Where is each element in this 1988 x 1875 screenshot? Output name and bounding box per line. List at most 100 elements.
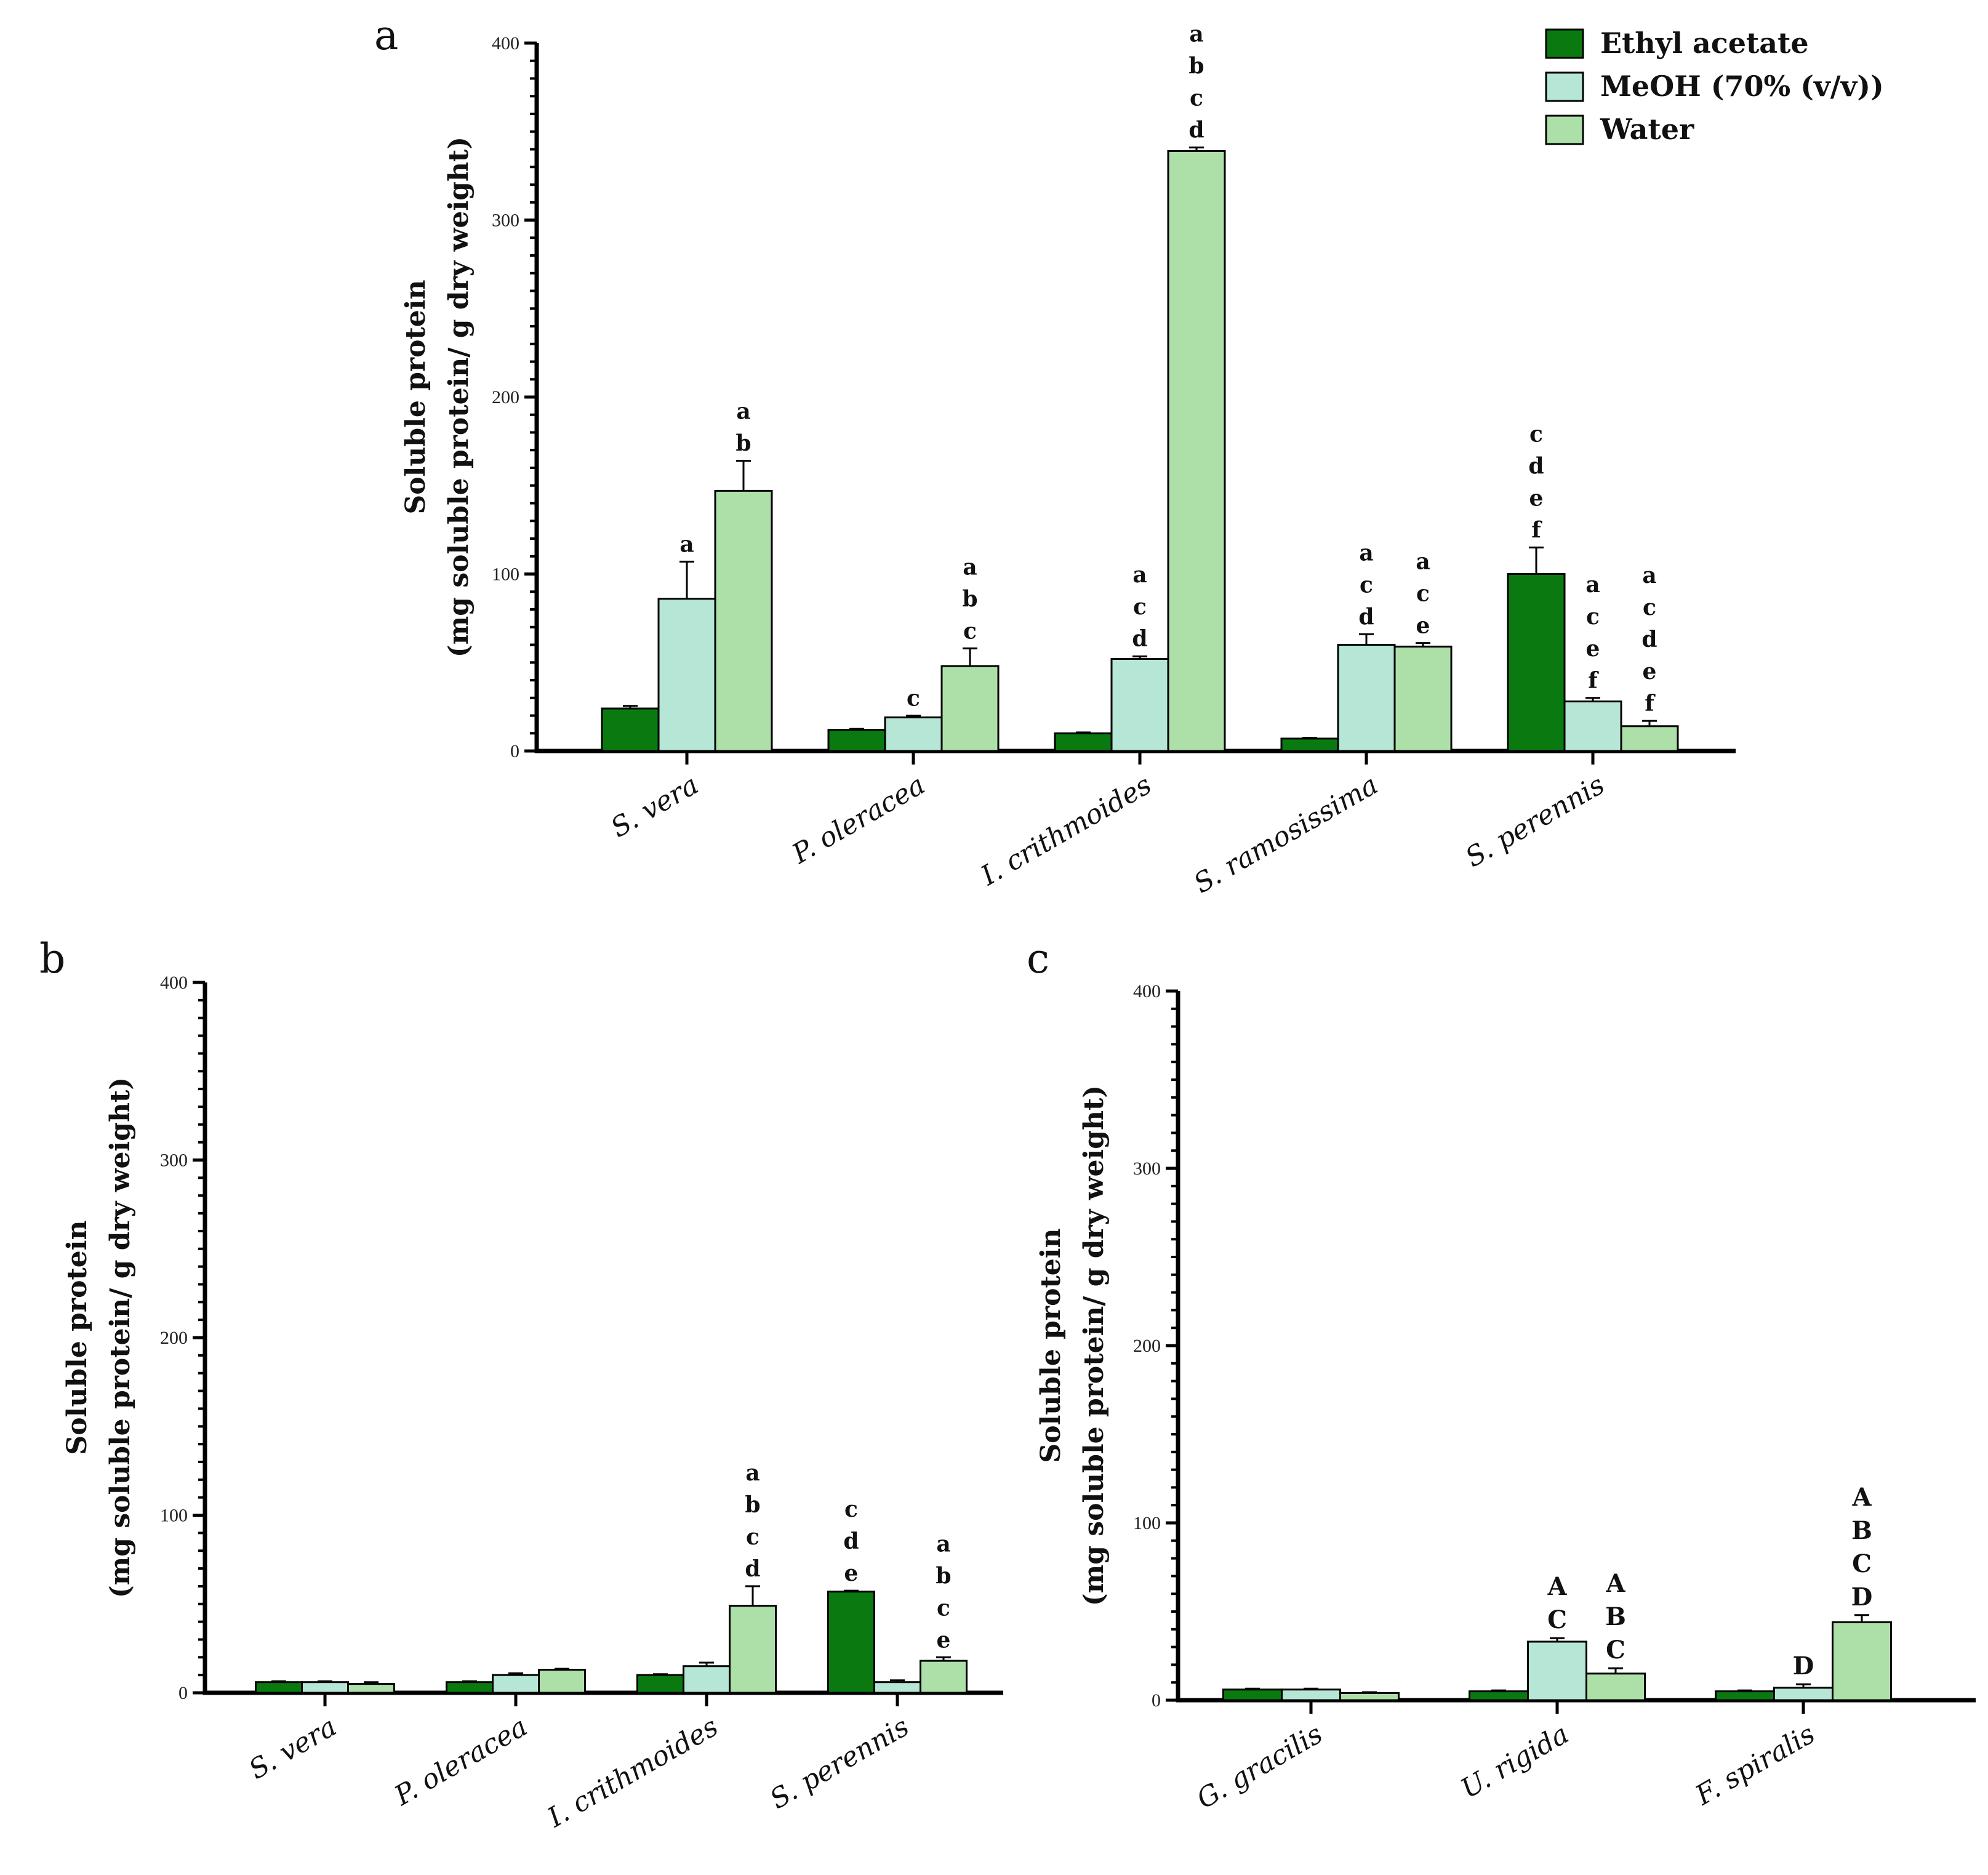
- bar: [255, 1681, 303, 1694]
- significance-letter: D: [1851, 1583, 1873, 1612]
- x-category-label: U. rigida: [1456, 1718, 1574, 1805]
- significance-letter: c: [1643, 595, 1656, 620]
- significance-letter: a: [736, 399, 750, 425]
- bar: [884, 716, 943, 752]
- bar: [1563, 701, 1622, 752]
- bar: [729, 1605, 777, 1694]
- significance-letter: b: [745, 1492, 760, 1518]
- significance-letter: c: [907, 686, 920, 712]
- significance-letter: f: [1588, 668, 1599, 694]
- x-category-label: S. perennis: [1460, 769, 1609, 873]
- significance-letter: b: [735, 431, 751, 457]
- chart-panel-c: c 0 100 200 300 400 Soluble protein (mg soluble…: [1027, 935, 1976, 1815]
- chart-panel-b: b 0 100 200 300 400 Soluble protein (mg soluble…: [39, 935, 1003, 1834]
- panel-letter: c: [1027, 935, 1049, 982]
- significance-letter: c: [1529, 421, 1543, 447]
- x-category-label: S. vera: [244, 1711, 342, 1786]
- category-group: S. vera: [244, 1680, 395, 1786]
- significance-letter: B: [1851, 1516, 1872, 1545]
- significance-letter: A: [1851, 1483, 1872, 1512]
- significance-letter: C: [1547, 1605, 1567, 1634]
- legend-swatch: [1545, 71, 1584, 102]
- significance-letter: e: [1643, 659, 1657, 685]
- significance-letter: a: [1416, 549, 1430, 575]
- x-category-label: P. oleracea: [389, 1711, 533, 1812]
- significance-letter: A: [1605, 1569, 1625, 1598]
- significance-letter: A: [1547, 1572, 1567, 1601]
- legend-label: MeOH (70% (v/v)): [1600, 70, 1884, 103]
- bar: [1832, 1621, 1892, 1701]
- bar: [1110, 658, 1169, 752]
- significance-letter: e: [1416, 613, 1430, 639]
- bar: [1339, 1692, 1400, 1701]
- bar: [683, 1665, 731, 1694]
- x-category-label: S. ramosissima: [1188, 769, 1383, 899]
- significance-letter: b: [1188, 54, 1204, 79]
- significance-letter: d: [1641, 627, 1657, 652]
- significance-letter: d: [843, 1528, 859, 1554]
- significance-letter: a: [1359, 540, 1373, 566]
- significance-letter: d: [745, 1556, 760, 1582]
- significance-letter: f: [1645, 691, 1656, 717]
- y-tick-label: 100: [1133, 1513, 1161, 1533]
- category-group: G. gracilis: [1192, 1687, 1400, 1815]
- significance-letter: e: [844, 1560, 859, 1586]
- bar: [1585, 1672, 1646, 1701]
- bar: [657, 598, 716, 752]
- y-tick-label: 200: [492, 387, 519, 408]
- significance-letter: e: [1529, 485, 1544, 511]
- significance-letter: c: [963, 618, 977, 644]
- significance-letter: c: [1190, 86, 1203, 111]
- category-group: P. oleracea: [389, 1668, 586, 1812]
- y-axis-label-line: (mg soluble protein/ g dry weight): [1078, 1085, 1110, 1606]
- bar: [538, 1668, 586, 1694]
- y-tick-label: 300: [492, 211, 519, 231]
- x-category-label: I. crithmoides: [975, 769, 1156, 892]
- bar: [636, 1674, 684, 1694]
- bar: [1054, 732, 1113, 752]
- significance-letter: a: [745, 1460, 760, 1486]
- y-axis-label: Soluble protein (mg soluble protein/ g dr…: [62, 1077, 136, 1598]
- x-category-label: I. crithmoides: [542, 1711, 723, 1834]
- chart-panel-a: a 0 100 200 300 400 Soluble protein (mg soluble…: [374, 12, 1736, 899]
- significance-letter: a: [963, 554, 977, 580]
- significance-letter: C: [1606, 1636, 1625, 1664]
- bar: [601, 707, 660, 752]
- y-tick-label: 300: [1133, 1158, 1161, 1179]
- bar: [1281, 1688, 1341, 1701]
- y-tick-label: 0: [1152, 1690, 1161, 1711]
- significance-letter: c: [844, 1496, 858, 1522]
- x-category-label: S. perennis: [764, 1711, 914, 1815]
- bar: [1507, 573, 1566, 752]
- y-axis-label-line: (mg soluble protein/ g dry weight): [443, 137, 475, 657]
- significance-letter: a: [1132, 562, 1147, 588]
- bar: [873, 1681, 921, 1694]
- legend-swatch: [1545, 114, 1584, 145]
- legend-swatch: [1545, 28, 1584, 59]
- y-axis-label-line: (mg soluble protein/ g dry weight): [105, 1077, 136, 1598]
- bar: [1469, 1690, 1529, 1701]
- x-category-label: F. spiralis: [1689, 1718, 1820, 1812]
- y-tick-label: 0: [178, 1683, 188, 1703]
- y-tick-label: 300: [160, 1150, 188, 1171]
- bar: [446, 1681, 494, 1694]
- significance-letter: D: [1793, 1652, 1814, 1680]
- panel-letter: b: [39, 935, 65, 982]
- significance-letter: b: [936, 1563, 951, 1589]
- y-tick-label: 400: [492, 33, 519, 54]
- significance-letter: f: [1531, 517, 1542, 543]
- y-tick-label: 400: [160, 973, 188, 993]
- significance-letter: d: [1132, 626, 1147, 652]
- bar: [347, 1683, 395, 1694]
- bar: [1393, 645, 1453, 752]
- bar: [920, 1660, 968, 1694]
- bar: [1337, 644, 1396, 752]
